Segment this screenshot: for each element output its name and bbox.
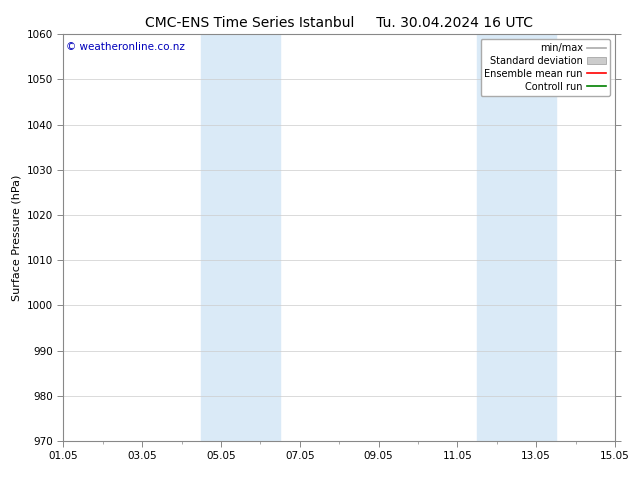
Bar (202, 34, 280, 441)
Y-axis label: Surface Pressure (hPa): Surface Pressure (hPa) (11, 174, 21, 301)
Legend: min/max, Standard deviation, Ensemble mean run, Controll run: min/max, Standard deviation, Ensemble me… (481, 39, 610, 96)
Bar (477, 34, 556, 441)
Text: © weatheronline.co.nz: © weatheronline.co.nz (66, 43, 185, 52)
Title: CMC-ENS Time Series Istanbul     Tu. 30.04.2024 16 UTC: CMC-ENS Time Series Istanbul Tu. 30.04.2… (145, 16, 533, 30)
